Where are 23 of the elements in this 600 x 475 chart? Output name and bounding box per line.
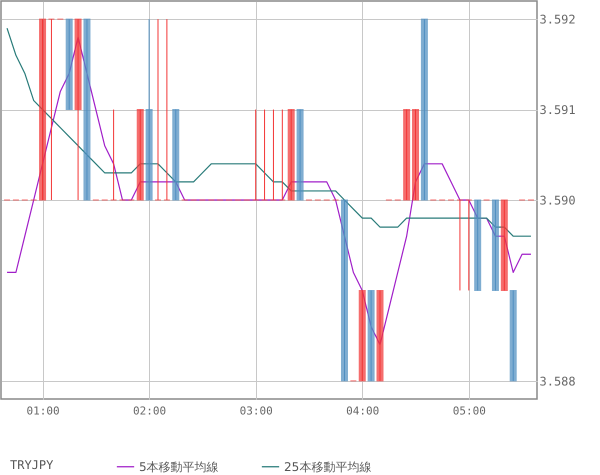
line-series (6, 28, 532, 237)
candlestick (154, 18, 162, 200)
legend-label: 25本移動平均線 (284, 460, 372, 474)
legend-title: TRYJPY (10, 458, 54, 472)
legend-label: 5本移動平均線 (139, 460, 219, 474)
x-tick-label: 04:00 (346, 404, 380, 418)
x-tick-label: 01:00 (26, 404, 60, 418)
x-tick-label: 05:00 (452, 404, 486, 418)
candlestick (163, 18, 170, 200)
y-tick-label: 3.588 (540, 374, 576, 388)
candlestick (252, 109, 260, 200)
candlestick (465, 200, 472, 291)
candlestick (48, 18, 55, 200)
x-tick-label: 02:00 (133, 404, 166, 418)
x-tick-label: 03:00 (240, 404, 273, 418)
y-tick-label: 3.590 (540, 194, 576, 208)
y-tick-label: 3.591 (540, 103, 576, 118)
y-tick-label: 3.592 (540, 12, 576, 27)
candlestick (261, 109, 268, 200)
candlestick (456, 200, 464, 291)
candlestick (270, 109, 277, 200)
candlestick (278, 109, 286, 200)
candlestick (110, 109, 118, 200)
